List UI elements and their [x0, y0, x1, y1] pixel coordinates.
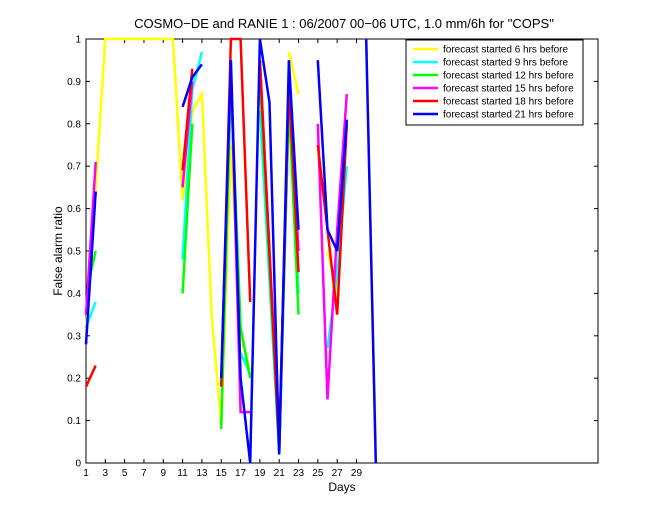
x-tick-label: 3: [103, 468, 109, 479]
y-tick-label: 0.3: [67, 331, 81, 342]
legend-label-2: forecast started 9 hrs before: [443, 58, 569, 69]
y-tick-label: 0.5: [67, 247, 81, 258]
y-tick-label: 0: [75, 459, 81, 470]
legend-label-4: forecast started 15 hrs before: [443, 84, 574, 95]
legend-label-5: forecast started 18 hrs before: [443, 97, 574, 108]
x-tick-label: 11: [177, 468, 188, 479]
x-tick-label: 21: [274, 468, 286, 479]
series-4-line-1: [84, 161, 97, 315]
series-3-line-2: [181, 123, 194, 294]
series-6: [84, 38, 378, 464]
x-tick-label: 1: [83, 468, 89, 479]
x-tick-label: 17: [235, 468, 247, 479]
series-5-line-1: [84, 364, 97, 388]
series-6-line-4: [316, 60, 349, 252]
series-6-line-2: [181, 63, 203, 108]
chart-title: COSMO−DE and RANIE 1 : 06/2007 00−06 UTC…: [134, 16, 554, 31]
series-4-line-2: [181, 81, 194, 188]
x-tick-label: 25: [312, 468, 324, 479]
legend: forecast started 6 hrs before forecast st…: [405, 39, 584, 126]
y-tick-label: 0.9: [67, 77, 81, 88]
y-tick-label: 1: [75, 35, 81, 46]
series-6-line-5: [364, 38, 378, 464]
y-tick-label: 0.7: [67, 162, 81, 173]
x-axis-label: Days: [328, 480, 355, 494]
x-tick-label: 5: [122, 468, 128, 479]
x-tick-label: 23: [293, 468, 305, 479]
x-tick-label: 13: [196, 468, 208, 479]
legend-label-1: forecast started 6 hrs before: [443, 45, 569, 56]
legend-label-3: forecast started 12 hrs before: [443, 71, 574, 82]
x-tick-label: 15: [216, 468, 228, 479]
y-tick-label: 0.1: [67, 416, 81, 427]
y-axis: 0 0.1 0.2 0.3 0.4 0.5 0.6 0.7 0.8 0.9 1: [67, 35, 598, 470]
legend-label-6: forecast started 21 hrs before: [443, 110, 574, 121]
y-tick-label: 0.4: [67, 289, 81, 300]
series-layer: [84, 37, 378, 464]
y-tick-label: 0.8: [67, 119, 81, 130]
series-1-line-2: [287, 51, 300, 95]
y-axis-label: False alarm ratio: [51, 206, 65, 296]
series-5-line-5: [316, 123, 349, 315]
x-tick-label: 29: [351, 468, 363, 479]
series-6-line-3: [219, 38, 300, 464]
y-tick-label: 0.2: [67, 374, 81, 385]
y-tick-label: 0.6: [67, 204, 81, 215]
x-tick-label: 7: [141, 468, 147, 479]
x-tick-label: 9: [161, 468, 167, 479]
x-tick-label: 19: [254, 468, 266, 479]
legend-box: [405, 39, 584, 126]
series-6-line-1: [84, 191, 97, 345]
series-4-line-5: [316, 94, 349, 400]
x-tick-label: 27: [332, 468, 344, 479]
